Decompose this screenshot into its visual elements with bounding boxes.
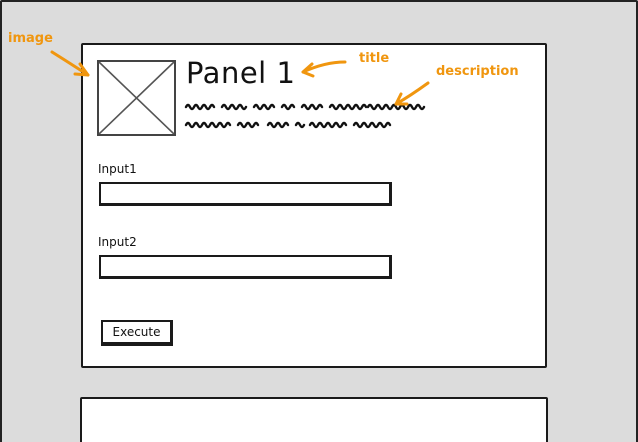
image-arrow-icon <box>50 50 90 77</box>
input1-field[interactable] <box>99 182 392 206</box>
panel-title: Panel 1 <box>186 56 296 90</box>
panel-2 <box>80 397 548 442</box>
input2-field[interactable] <box>99 255 392 279</box>
input2-label: Input2 <box>98 235 137 249</box>
annotation-title-label: title <box>359 51 390 66</box>
description-scribble <box>184 103 426 129</box>
image-placeholder-icon <box>97 60 177 137</box>
execute-button[interactable]: Execute <box>101 320 173 346</box>
panel-description: lorem ipsum dolor sit amet consectetur a… <box>184 97 440 137</box>
annotation-image-label: image <box>8 31 53 46</box>
description-arrow-icon <box>394 81 430 106</box>
input1-label: Input1 <box>98 162 137 176</box>
title-arrow-icon <box>301 60 347 78</box>
annotation-description-label: description <box>436 64 519 79</box>
